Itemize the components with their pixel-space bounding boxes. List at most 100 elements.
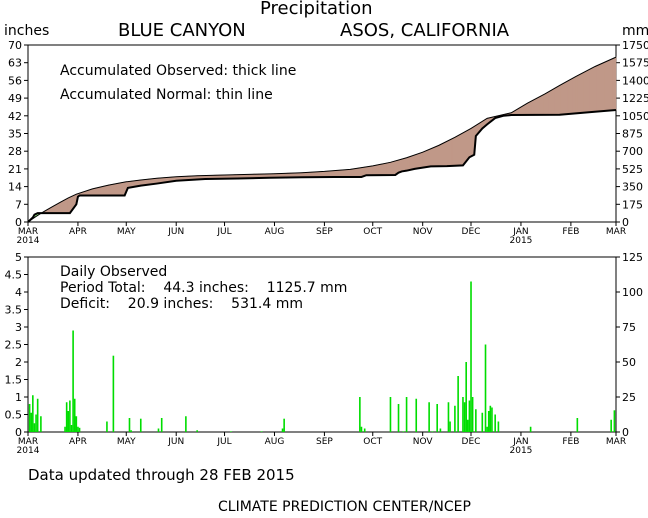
daily-bar (405, 397, 408, 432)
x-tick-year-label: 2014 (17, 236, 40, 246)
y-tick-mm-label: 125 (622, 251, 643, 264)
x-tick-label: NOV (413, 437, 434, 447)
daily-bar (462, 397, 464, 432)
x-tick-label: MAR (18, 227, 38, 237)
right-unit-label: mm (622, 23, 648, 39)
daily-bar (447, 402, 450, 432)
daily-bar (130, 430, 132, 432)
daily-bar (489, 405, 492, 432)
y-tick-label: 42 (8, 110, 22, 123)
x-tick-label: JUN (167, 227, 184, 237)
x-tick-label: MAY (117, 437, 136, 447)
x-tick-year-label: 2015 (510, 236, 533, 246)
y-tick-label: 2 (15, 356, 22, 369)
daily-bar (67, 411, 70, 432)
daily-bar (72, 330, 74, 432)
daily-bar (465, 362, 467, 432)
y-tick-mm-label: 25 (622, 391, 636, 404)
x-tick-label: JAN (512, 227, 528, 237)
daily-bar (436, 404, 438, 432)
daily-bar (64, 426, 66, 432)
y-tick-label: 1 (15, 391, 22, 404)
daily-bar (439, 428, 442, 432)
y-tick-label: 0 (15, 216, 22, 229)
y-tick-label: 63 (8, 57, 22, 70)
daily-bar (185, 416, 187, 432)
daily-bar (484, 344, 487, 432)
daily-bar (363, 428, 366, 432)
x-tick-label: JAN (512, 437, 528, 447)
x-tick-label: MAR (18, 437, 38, 447)
x-tick-label: APR (69, 227, 87, 237)
y-tick-label: 3.5 (5, 304, 23, 317)
y-tick-mm-label: 350 (622, 181, 643, 194)
y-tick-label: 28 (8, 145, 22, 158)
daily-bar (78, 427, 81, 432)
update-note: Data updated through 28 FEB 2015 (28, 466, 295, 484)
deficit-text: Deficit: 20.9 inches: 531.4 mm (60, 296, 303, 312)
daily-bar (69, 400, 71, 432)
y-tick-label: 1.5 (5, 374, 23, 387)
station-name: BLUE CANYON (118, 20, 246, 41)
daily-bar (402, 431, 405, 432)
y-tick-label: 70 (8, 39, 22, 52)
daily-bar (463, 402, 466, 432)
normal-line (27, 56, 617, 223)
daily-bar (65, 402, 68, 432)
daily-bar (70, 425, 73, 432)
daily-bar (481, 412, 484, 432)
x-tick-label: MAR (606, 227, 626, 237)
y-tick-label: 5 (15, 251, 22, 264)
daily-bar (160, 418, 163, 432)
daily-bar (28, 404, 31, 432)
daily-bar (613, 410, 616, 432)
x-tick-label: DEC (462, 437, 481, 447)
y-tick-mm-label: 1575 (622, 57, 648, 70)
daily-bar (139, 418, 142, 432)
daily-bar (32, 395, 34, 432)
y-tick-label: 49 (8, 92, 22, 105)
x-tick-label: SEP (316, 437, 333, 447)
legend-normal: Accumulated Normal: thin line (60, 87, 273, 103)
daily-bar (112, 355, 115, 432)
y-tick-label: 4 (15, 286, 22, 299)
daily-bar (40, 416, 42, 432)
daily-bar (466, 419, 469, 432)
daily-bar (497, 421, 500, 432)
y-tick-mm-label: 875 (622, 128, 643, 141)
y-tick-mm-label: 1225 (622, 92, 648, 105)
daily-bar (468, 400, 471, 432)
daily-bar (449, 421, 451, 432)
daily-bar (610, 419, 612, 432)
y-tick-mm-label: 100 (622, 286, 643, 299)
daily-bar (494, 414, 496, 432)
chart-title: Precipitation (260, 0, 373, 19)
y-tick-label: 14 (8, 181, 22, 194)
daily-bar (360, 426, 363, 432)
y-tick-mm-label: 0 (622, 426, 629, 439)
observed-line (27, 108, 617, 223)
y-tick-label: 4.5 (5, 269, 23, 282)
daily-bar (230, 431, 232, 432)
daily-panel: 00.511.522.533.544.550255075100125MAR201… (5, 251, 644, 456)
daily-bar (281, 428, 284, 432)
x-tick-label: AUG (265, 437, 285, 447)
daily-bar (196, 430, 198, 432)
station-network: ASOS, CALIFORNIA (340, 20, 510, 41)
daily-bar (359, 397, 361, 432)
y-tick-label: 56 (8, 74, 22, 87)
daily-bar (389, 397, 392, 432)
x-tick-label: JUN (167, 437, 184, 447)
daily-bar (487, 411, 490, 432)
period-total: Period Total: 44.3 inches: 1125.7 mm (60, 280, 348, 296)
daily-bar (128, 418, 131, 432)
y-tick-mm-label: 1050 (622, 110, 648, 123)
y-tick-label: 21 (8, 163, 22, 176)
x-tick-label: AUG (265, 227, 285, 237)
y-tick-mm-label: 0 (622, 216, 629, 229)
x-tick-year-label: 2014 (17, 446, 40, 456)
daily-bar (457, 376, 459, 432)
x-tick-label: APR (69, 437, 87, 447)
y-tick-mm-label: 50 (622, 356, 636, 369)
y-tick-mm-label: 525 (622, 163, 643, 176)
